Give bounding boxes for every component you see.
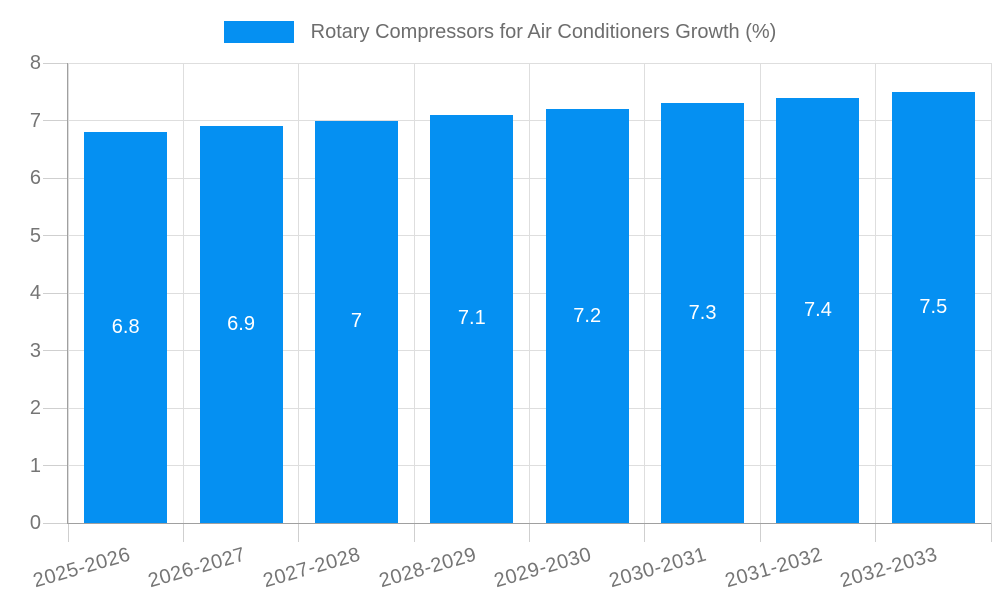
y-tick-label: 3 bbox=[29, 339, 41, 362]
bar: 6.9 bbox=[199, 126, 283, 523]
y-tick-label: 4 bbox=[29, 282, 41, 304]
legend-color-swatch bbox=[223, 21, 294, 43]
y-tick-label: 7 bbox=[29, 109, 41, 132]
x-tick-label: 2026-2027 bbox=[145, 543, 248, 593]
x-tick-label: 2025-2026 bbox=[30, 543, 133, 593]
x-gridline bbox=[298, 63, 300, 523]
x-axis-tick bbox=[298, 523, 300, 542]
legend-label: Rotary Compressors for Air Conditioners … bbox=[310, 20, 777, 43]
x-tick-label: 2027-2028 bbox=[260, 543, 364, 593]
x-gridline bbox=[644, 63, 646, 523]
y-tick-label: 6 bbox=[29, 167, 41, 189]
x-axis-tick bbox=[644, 523, 646, 542]
y-axis-tick bbox=[43, 522, 68, 524]
y-tick-label: 5 bbox=[29, 224, 41, 247]
y-axis-tick bbox=[43, 177, 68, 179]
bar-value-label: 6.9 bbox=[227, 313, 255, 336]
x-tick-label: 2032-2033 bbox=[837, 543, 941, 593]
bar: 7.2 bbox=[545, 109, 629, 523]
x-tick-label: 2030-2031 bbox=[607, 543, 710, 593]
y-axis-tick bbox=[43, 465, 68, 466]
x-gridline bbox=[529, 63, 530, 523]
bar-value-label: 7.3 bbox=[688, 301, 717, 324]
bar: 7.1 bbox=[430, 114, 514, 523]
x-tick-label: 2028-2029 bbox=[376, 543, 479, 593]
y-axis-tick bbox=[43, 235, 68, 236]
x-gridline bbox=[413, 63, 415, 523]
x-tick-label: 2029-2030 bbox=[491, 543, 595, 593]
y-axis-tick bbox=[43, 120, 68, 121]
y-axis-tick bbox=[43, 350, 68, 351]
x-axis-tick bbox=[413, 523, 415, 542]
bar-value-label: 7.2 bbox=[573, 304, 602, 327]
x-gridline bbox=[67, 63, 69, 523]
x-gridline bbox=[759, 63, 761, 523]
x-tick-label: 2031-2032 bbox=[722, 543, 825, 593]
y-axis-tick bbox=[43, 62, 68, 64]
x-axis-tick bbox=[990, 523, 992, 542]
bar-value-label: 7 bbox=[350, 310, 362, 333]
bar-value-label: 7.1 bbox=[457, 307, 486, 330]
y-axis-tick bbox=[43, 292, 68, 294]
bar: 7.5 bbox=[891, 91, 975, 523]
y-axis-tick bbox=[43, 407, 68, 409]
x-axis-line bbox=[68, 522, 991, 524]
bar: 7.3 bbox=[661, 103, 745, 523]
x-axis-tick bbox=[67, 523, 69, 542]
bar-value-label: 6.8 bbox=[111, 316, 140, 338]
x-gridline bbox=[182, 63, 184, 523]
x-axis-tick bbox=[182, 523, 184, 542]
y-tick-label: 0 bbox=[29, 512, 41, 534]
x-axis-tick bbox=[529, 523, 530, 542]
bar: 7 bbox=[314, 120, 398, 523]
bar-value-label: 7.4 bbox=[804, 298, 832, 321]
bar: 7.4 bbox=[776, 97, 860, 523]
bar: 6.8 bbox=[84, 132, 168, 523]
y-tick-label: 1 bbox=[29, 454, 41, 477]
y-tick-label: 8 bbox=[29, 52, 41, 74]
x-gridline bbox=[990, 63, 992, 523]
bar-value-label: 7.5 bbox=[919, 295, 948, 318]
y-axis-line bbox=[67, 63, 68, 524]
x-axis-tick bbox=[759, 523, 761, 542]
x-axis-tick bbox=[875, 523, 877, 542]
chart-legend: Rotary Compressors for Air Conditioners … bbox=[0, 18, 1000, 46]
x-gridline bbox=[875, 63, 877, 523]
y-tick-label: 2 bbox=[29, 397, 41, 419]
